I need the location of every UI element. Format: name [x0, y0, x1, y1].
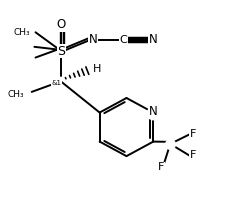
Text: H: H — [92, 64, 100, 74]
Text: F: F — [189, 130, 195, 139]
Text: N: N — [148, 105, 157, 118]
Text: N: N — [88, 33, 97, 46]
Text: F: F — [158, 162, 164, 172]
Text: CH₃: CH₃ — [8, 90, 24, 99]
Text: C: C — [119, 35, 126, 45]
Text: CH₃: CH₃ — [13, 28, 30, 37]
Text: O: O — [56, 18, 66, 31]
Text: &1: &1 — [51, 81, 61, 86]
Text: N: N — [148, 33, 157, 46]
Text: F: F — [189, 151, 195, 160]
Text: S: S — [57, 45, 65, 58]
